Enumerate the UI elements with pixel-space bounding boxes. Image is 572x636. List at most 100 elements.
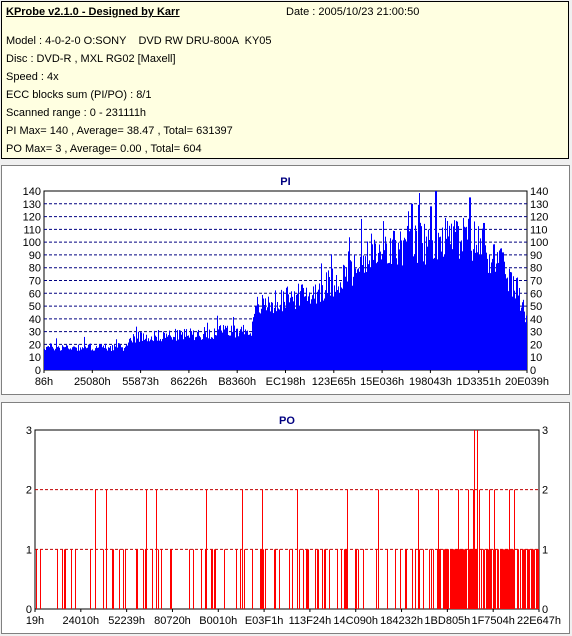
- pi-bar: [434, 257, 435, 370]
- pi-bar: [151, 336, 152, 370]
- pi-bar: [110, 346, 111, 370]
- pi-bar: [489, 255, 490, 370]
- pi-bar: [402, 265, 403, 370]
- pi-bar: [525, 322, 526, 370]
- pi-bar: [172, 339, 173, 370]
- pi-bar: [117, 347, 118, 370]
- pi-bar: [463, 217, 464, 370]
- pi-bar: [166, 333, 167, 370]
- pi-bar: [498, 262, 499, 370]
- pi-bar: [132, 342, 133, 370]
- pi-bar: [382, 253, 383, 370]
- drive-model: Model : 4-0-2-0 O:SONY DVD RW DRU-800A K…: [6, 35, 272, 47]
- y-tick-label-right: 0: [530, 365, 536, 377]
- pi-bar: [116, 339, 117, 370]
- pi-bar: [246, 331, 247, 370]
- pi-bar: [362, 264, 363, 370]
- pi-bar: [181, 334, 182, 370]
- pi-bar: [439, 237, 440, 370]
- pi-bar: [111, 350, 112, 370]
- pi-bar: [60, 350, 61, 370]
- pi-bar: [442, 227, 443, 370]
- y-tick-label-left: 100: [23, 237, 41, 249]
- pi-bar: [193, 330, 194, 370]
- pi-bar: [521, 307, 522, 370]
- pi-bar: [349, 237, 350, 370]
- pi-bar: [50, 343, 51, 370]
- pi-bar: [125, 346, 126, 370]
- pi-bar: [308, 296, 309, 370]
- pi-bar: [433, 258, 434, 370]
- pi-bar: [256, 305, 257, 370]
- y-tick-label-right: 130: [530, 199, 548, 211]
- pi-bar: [392, 239, 393, 370]
- pi-bar: [143, 333, 144, 370]
- info-panel: KProbe v2.1.0 - Designed by Karr Date : …: [1, 1, 569, 159]
- pi-bar: [99, 344, 100, 370]
- pi-bar: [292, 296, 293, 370]
- pi-bar: [477, 252, 478, 370]
- x-tick-label: 198043h: [409, 376, 452, 388]
- pi-bar: [123, 350, 124, 370]
- pi-bar: [468, 218, 469, 370]
- pi-bar: [190, 328, 191, 370]
- pi-bar: [232, 331, 233, 370]
- pi-bar: [189, 337, 190, 370]
- pi-bar: [87, 347, 88, 370]
- pi-bar: [77, 350, 78, 370]
- pi-bar: [373, 259, 374, 370]
- pi-bar: [231, 325, 232, 370]
- pi-bar: [524, 311, 525, 370]
- pi-bar: [72, 347, 73, 370]
- y-tick-label-left: 130: [23, 199, 41, 211]
- pi-bar: [278, 308, 279, 370]
- x-tick-label: 86h: [35, 376, 53, 388]
- pi-bar: [355, 268, 356, 370]
- po-summary: PO Max= 3 , Average= 0.00 , Total= 604: [6, 143, 202, 155]
- pi-bar: [496, 263, 497, 370]
- pi-bar: [88, 344, 89, 370]
- pi-bar: [208, 338, 209, 370]
- pi-bar: [503, 252, 504, 370]
- pi-bar: [206, 337, 207, 370]
- pi-bar: [140, 332, 141, 370]
- pi-bar: [69, 349, 70, 370]
- pi-bar: [209, 329, 210, 370]
- pi-bar: [101, 344, 102, 370]
- pi-bar: [414, 254, 415, 370]
- pi-bar: [158, 330, 159, 370]
- pi-bar: [418, 204, 419, 370]
- pi-bar: [481, 254, 482, 370]
- pi-bar: [526, 315, 527, 370]
- pi-bar: [272, 302, 273, 370]
- pi-bar: [334, 285, 335, 370]
- pi-bar: [375, 243, 376, 370]
- pi-bar: [400, 231, 401, 370]
- x-tick-label: 1D3351h: [456, 376, 501, 388]
- pi-bar: [46, 346, 47, 370]
- pi-bar: [109, 347, 110, 370]
- y-tick-label-right: 70: [530, 276, 542, 288]
- pi-bar: [94, 350, 95, 370]
- pi-bar: [167, 336, 168, 370]
- pi-bar: [49, 347, 50, 370]
- y-tick-label-right: 2: [542, 485, 548, 497]
- pi-bar: [279, 309, 280, 370]
- y-tick-label-left: 40: [29, 314, 41, 326]
- y-tick-label-right: 50: [530, 301, 542, 313]
- pi-bar: [374, 239, 375, 370]
- pi-bar: [251, 335, 252, 370]
- pi-bar: [370, 267, 371, 370]
- pi-bar: [180, 330, 181, 370]
- pi-bar: [295, 309, 296, 370]
- pi-bar: [365, 256, 366, 370]
- pi-bar: [192, 334, 193, 370]
- pi-bar: [344, 265, 345, 370]
- pi-bar: [64, 347, 65, 370]
- pi-bar: [504, 261, 505, 370]
- pi-bar: [229, 335, 230, 370]
- x-tick-label: 14C090h: [333, 615, 378, 627]
- pi-bar: [425, 264, 426, 370]
- y-tick-label-right: 1: [542, 544, 548, 556]
- pi-bar: [66, 345, 67, 370]
